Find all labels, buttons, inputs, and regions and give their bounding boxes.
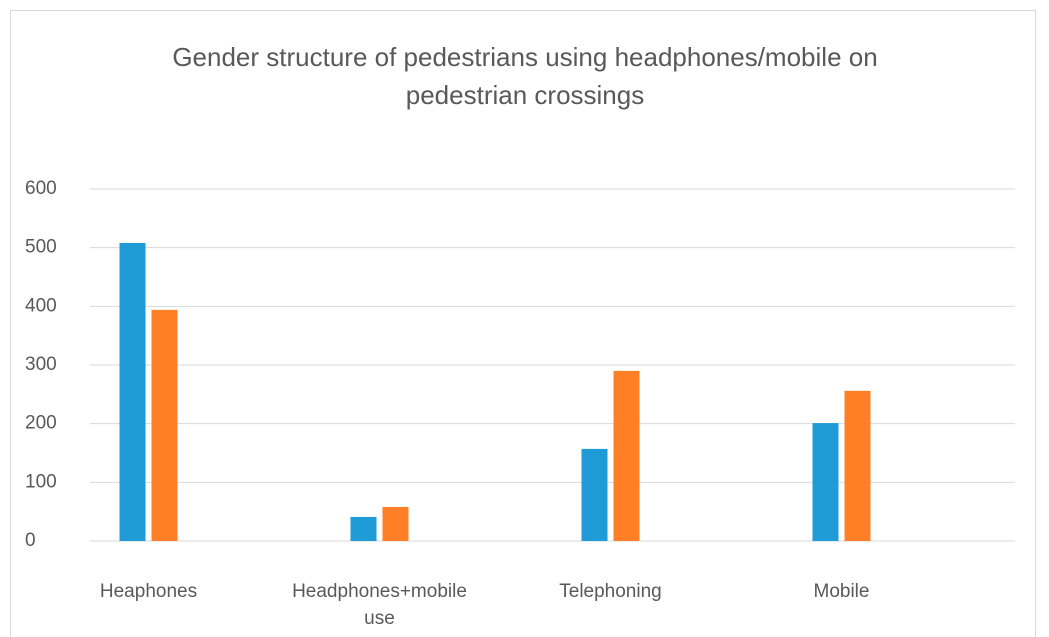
bar (581, 448, 608, 541)
y-tick-label: 400 (25, 295, 57, 316)
bar (812, 423, 839, 541)
y-tick-label: 600 (25, 178, 57, 199)
bar (151, 309, 178, 541)
x-tick-label: Telephoning (559, 581, 662, 602)
y-tick-label: 100 (25, 471, 57, 492)
y-tick-label: 200 (25, 413, 57, 434)
chart-title: Gender structure of pedestrians using he… (172, 42, 878, 110)
x-tick-label: Heaphones (99, 581, 198, 602)
y-tick-label: 500 (25, 237, 57, 258)
x-tick-label: Headphones+mobile use (292, 581, 467, 629)
bar (844, 390, 871, 541)
bar (613, 370, 640, 541)
y-tick-label: 0 (25, 530, 36, 551)
bar (119, 242, 146, 541)
bar (350, 516, 377, 541)
chart-border (10, 10, 1036, 637)
x-tick-label: Mobile (813, 581, 870, 602)
y-tick-label: 300 (25, 354, 57, 375)
bar (382, 506, 409, 541)
